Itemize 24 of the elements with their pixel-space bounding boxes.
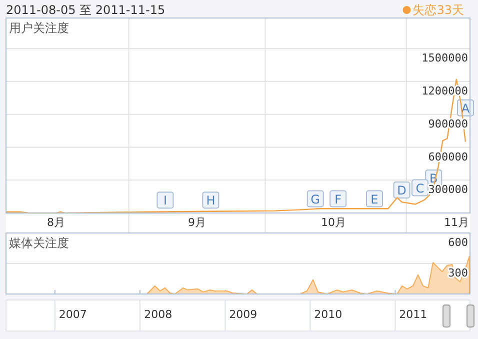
chart-title: 用户关注度 [9,21,69,35]
x-tick-label: 2007 [58,308,87,321]
annotation: I [163,194,167,208]
annotation: H [206,194,216,208]
annotation: G [310,192,320,206]
annotation: D [397,183,406,198]
annotation: E [370,192,378,206]
x-tick-label: 10月 [321,216,346,229]
y-tick-label: 300 [448,266,468,280]
annotation: C [416,181,424,196]
annotation: A [461,101,470,116]
x-tick-label: 11月 [444,216,469,229]
x-tick-label: 2011 [399,308,428,321]
chart-title: 媒体关注度 [9,236,69,250]
annotation: F [334,192,342,206]
x-tick-label: 8月 [47,216,66,229]
x-tick-label: 9月 [188,216,206,229]
x-tick-label: 2010 [314,308,342,321]
legend-label: 失恋33天 [412,3,464,17]
x-tick-label: 2008 [144,308,172,321]
y-tick-label: 600 [448,236,468,249]
x-tick-label: 2009 [229,308,258,321]
chart-subtitle: 2011-08-05 至 2011-11-15 [6,3,166,17]
y-tick-label: 1500000 [422,52,468,65]
